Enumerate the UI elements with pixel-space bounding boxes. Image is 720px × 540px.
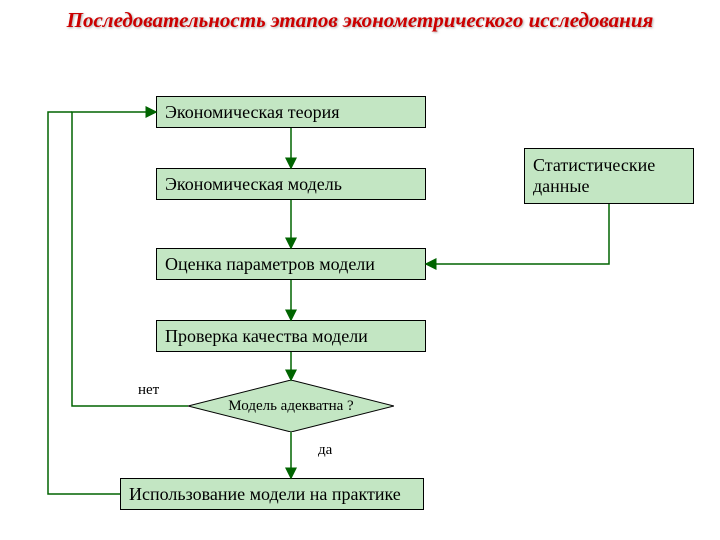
label-no: нет (138, 382, 159, 399)
node-model: Экономическая модель (156, 168, 426, 200)
node-check-label: Проверка качества модели (165, 326, 368, 347)
node-estimate: Оценка параметров модели (156, 248, 426, 280)
node-stats: Статистические данные (524, 148, 694, 204)
node-decision: Модель адекватна ? (188, 380, 394, 432)
page-title: Последовательность этапов эконометрическ… (0, 8, 720, 33)
node-model-label: Экономическая модель (165, 174, 342, 195)
node-theory-label: Экономическая теория (165, 102, 340, 123)
node-stats-label: Статистические данные (533, 155, 685, 197)
node-theory: Экономическая теория (156, 96, 426, 128)
node-estimate-label: Оценка параметров модели (165, 254, 375, 275)
node-use: Использование модели на практике (120, 478, 424, 510)
label-yes: да (318, 442, 332, 459)
node-use-label: Использование модели на практике (129, 484, 401, 505)
node-check: Проверка качества модели (156, 320, 426, 352)
node-decision-label: Модель адекватна ? (188, 380, 394, 432)
